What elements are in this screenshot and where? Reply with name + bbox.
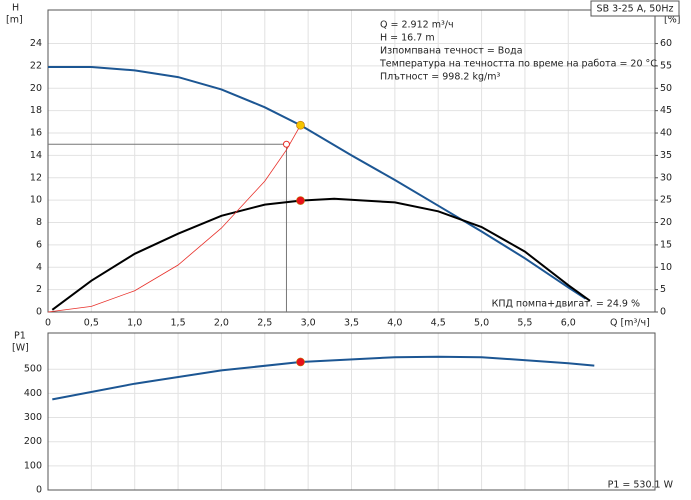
y-tick-label: 8 bbox=[36, 217, 42, 228]
y-tick-label: 300 bbox=[24, 412, 42, 423]
plot-frame bbox=[47, 332, 656, 491]
y2-tick-label: 0 bbox=[660, 307, 666, 318]
y-tick-label: 12 bbox=[30, 172, 42, 183]
y2-tick-label: 45 bbox=[660, 105, 672, 116]
y-axis-label: P1 bbox=[14, 331, 26, 342]
y-tick-label: 400 bbox=[24, 388, 42, 399]
duty-point bbox=[296, 357, 305, 367]
y-tick-label: 6 bbox=[36, 239, 42, 250]
y-tick-label: 4 bbox=[36, 262, 42, 273]
y-tick-label: 500 bbox=[24, 364, 42, 375]
duty-point bbox=[296, 120, 305, 130]
y2-tick-label: 50 bbox=[660, 83, 672, 94]
info-line: Q = 2.912 m³/ч bbox=[380, 20, 454, 31]
y2-tick-label: 5 bbox=[660, 284, 666, 295]
info-line: Температура на течността по време на раб… bbox=[379, 59, 657, 70]
y-axis-unit: [m] bbox=[6, 15, 23, 26]
y-tick-label: 22 bbox=[30, 60, 42, 71]
y-tick-label: 0 bbox=[36, 307, 42, 318]
curve bbox=[51, 197, 591, 311]
efficiency-note: КПД помпа+двигат. = 24.9 % bbox=[492, 299, 640, 310]
x-tick-label: 3,5 bbox=[344, 318, 359, 329]
y2-tick-label: 20 bbox=[660, 217, 672, 228]
y-tick-label: 16 bbox=[30, 128, 42, 139]
y2-tick-label: 40 bbox=[660, 128, 672, 139]
y-tick-label: 0 bbox=[36, 485, 42, 496]
y2-tick-label: 10 bbox=[660, 262, 672, 273]
duty-point bbox=[296, 196, 305, 205]
y2-tick-label: 30 bbox=[660, 172, 672, 183]
info-line: Плътност = 998.2 kg/m³ bbox=[380, 72, 500, 83]
y-axis-unit: [W] bbox=[12, 343, 29, 354]
plot-frame bbox=[47, 9, 656, 313]
curve bbox=[52, 355, 595, 401]
y2-axis-unit: [%] bbox=[664, 15, 680, 26]
x-tick-label: 5,0 bbox=[474, 318, 489, 329]
y-tick-label: 24 bbox=[30, 38, 42, 49]
info-line: Изпомпвана течност = Вода bbox=[380, 46, 523, 57]
y-tick-label: 2 bbox=[36, 284, 42, 295]
y2-tick-label: 25 bbox=[660, 195, 672, 206]
y2-tick-label: 55 bbox=[660, 60, 672, 71]
title-box bbox=[590, 0, 680, 17]
x-tick-label: 3,0 bbox=[301, 318, 316, 329]
y-tick-label: 10 bbox=[30, 195, 42, 206]
x-tick-label: 0,5 bbox=[84, 318, 99, 329]
y2-tick-label: 15 bbox=[660, 239, 672, 250]
y2-tick-label: 35 bbox=[660, 150, 672, 161]
x-tick-label: 0 bbox=[45, 318, 51, 329]
x-tick-label: 4,5 bbox=[431, 318, 446, 329]
curve bbox=[47, 125, 301, 313]
y2-tick-label: 60 bbox=[660, 38, 672, 49]
x-axis-label: Q [m³/ч] bbox=[610, 318, 650, 329]
y-tick-label: 20 bbox=[30, 83, 42, 94]
chart-title: SB 3-25 A, 50Hz bbox=[597, 4, 674, 15]
x-tick-label: 2,0 bbox=[214, 318, 229, 329]
x-tick-label: 1,0 bbox=[127, 318, 142, 329]
power-note: P1 = 530.1 W bbox=[608, 480, 674, 491]
y-tick-label: 100 bbox=[24, 460, 42, 471]
info-line: H = 16.7 m bbox=[380, 33, 435, 44]
y-tick-label: 14 bbox=[30, 150, 42, 161]
y-tick-label: 200 bbox=[24, 436, 42, 447]
duty-point bbox=[282, 140, 290, 148]
x-tick-label: 4,0 bbox=[387, 318, 402, 329]
curve bbox=[48, 66, 587, 300]
y-axis-label: H bbox=[12, 3, 19, 14]
x-tick-label: 1,5 bbox=[171, 318, 186, 329]
x-tick-label: 2,5 bbox=[257, 318, 272, 329]
x-tick-label: 5,5 bbox=[517, 318, 532, 329]
x-tick-label: 6,0 bbox=[561, 318, 576, 329]
y-tick-label: 18 bbox=[30, 105, 42, 116]
